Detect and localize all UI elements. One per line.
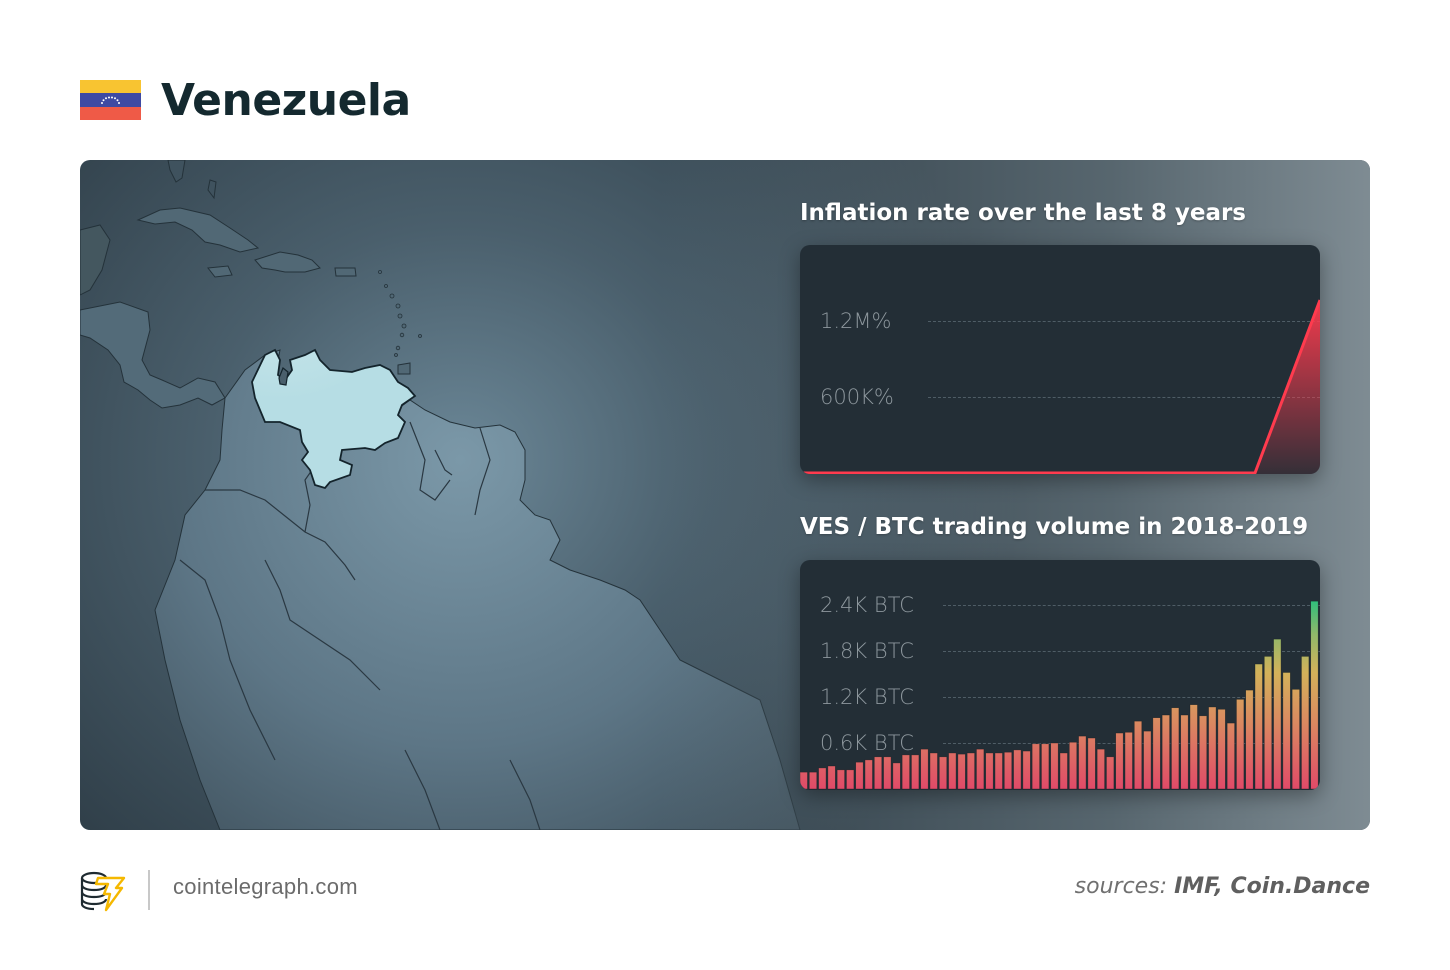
volume-bar <box>1291 689 1300 790</box>
volume-bar <box>929 752 938 790</box>
volume-bar <box>1106 756 1115 790</box>
volume-bar <box>901 754 910 790</box>
volume-bar <box>1208 706 1217 790</box>
gridline-1200k <box>928 321 1320 322</box>
volume-bar <box>966 752 975 790</box>
gridline-2400 <box>943 605 1320 606</box>
volume-bar <box>1078 735 1087 790</box>
volume-bar <box>1273 638 1282 790</box>
volume-chart-title: VES / BTC trading volume in 2018-2019 <box>800 514 1309 540</box>
volume-bar <box>818 767 827 790</box>
footer-divider <box>148 870 150 910</box>
volume-bar <box>976 748 985 790</box>
volume-bar <box>827 765 836 790</box>
volume-bar <box>1263 656 1273 790</box>
map-panel: Inflation rate over the last 8 years 1.2… <box>80 160 1370 830</box>
volume-bar <box>1050 742 1059 790</box>
volume-chart: 2.4K BTC 1.8K BTC 1.2K BTC 0.6K BTC <box>800 560 1320 790</box>
volume-bar <box>1059 752 1068 790</box>
volume-bar <box>1282 672 1291 790</box>
volume-bar <box>1041 743 1050 790</box>
volume-bar <box>800 771 808 790</box>
volume-bar <box>846 769 855 790</box>
volume-bar <box>873 756 883 790</box>
cointelegraph-logo-icon <box>80 871 126 912</box>
volume-bar <box>1022 750 1031 790</box>
volume-bar <box>994 752 1003 790</box>
volume-bar <box>957 753 966 790</box>
volume-bar <box>985 752 994 790</box>
volume-bar <box>1031 743 1040 790</box>
volume-bar <box>1143 730 1152 790</box>
inflation-chart: 1.2M% 600K% <box>800 245 1320 474</box>
volume-bar <box>1310 600 1319 790</box>
volume-bar <box>1245 689 1254 790</box>
volume-bar <box>1096 748 1105 790</box>
volume-bar <box>1152 717 1161 790</box>
gridline-600k <box>928 397 1320 398</box>
volume-bar <box>1013 749 1022 790</box>
inflation-area-plot <box>800 299 1320 474</box>
volume-bar <box>1189 704 1198 790</box>
stars-arc-icon <box>101 96 120 104</box>
sources-names: IMF, Coin.Dance <box>1174 874 1370 899</box>
y-tick-label: 600K% <box>820 385 894 409</box>
volume-bar <box>1217 708 1226 790</box>
volume-bar <box>808 771 818 790</box>
y-tick-label: 0.6K BTC <box>820 731 914 755</box>
gridline-1200 <box>943 697 1320 698</box>
volume-bar <box>883 756 892 790</box>
volume-bar <box>892 762 901 790</box>
page-title: Venezuela <box>161 74 411 126</box>
volume-bar <box>1254 663 1263 790</box>
volume-bar <box>920 748 929 790</box>
sources-prefix: sources: <box>1074 874 1175 899</box>
volume-bar <box>1087 737 1096 790</box>
gridline-1800 <box>943 651 1320 652</box>
y-tick-label: 2.4K BTC <box>820 593 914 617</box>
y-tick-label: 1.2M% <box>820 309 892 333</box>
volume-bar <box>864 759 873 790</box>
volume-bar <box>1226 722 1235 790</box>
y-tick-label: 1.2K BTC <box>820 685 914 709</box>
volume-bar <box>836 769 845 790</box>
inflation-chart-title: Inflation rate over the last 8 years <box>800 200 1246 226</box>
volume-bar <box>855 761 864 790</box>
volume-bar <box>1171 707 1180 790</box>
volume-bar <box>938 756 948 790</box>
volume-bar <box>1068 741 1078 790</box>
volume-bar <box>1301 656 1310 790</box>
volume-bar <box>1115 732 1124 790</box>
volume-bar <box>1180 714 1189 790</box>
volume-bar <box>911 754 920 790</box>
volume-bar <box>1124 731 1133 790</box>
volume-bar <box>948 752 957 790</box>
volume-bar <box>1161 714 1170 790</box>
sources-credit: sources: IMF, Coin.Dance <box>1075 874 1370 899</box>
page-header: Venezuela <box>80 72 411 128</box>
y-tick-label: 1.8K BTC <box>820 639 914 663</box>
volume-bar <box>1133 720 1143 790</box>
volume-bar <box>1236 699 1245 790</box>
venezuela-flag-icon <box>80 80 141 120</box>
site-link[interactable]: cointelegraph.com <box>173 874 358 899</box>
volume-bar <box>1198 715 1208 790</box>
volume-bar-plot <box>800 600 1319 790</box>
volume-bar <box>1003 751 1013 790</box>
